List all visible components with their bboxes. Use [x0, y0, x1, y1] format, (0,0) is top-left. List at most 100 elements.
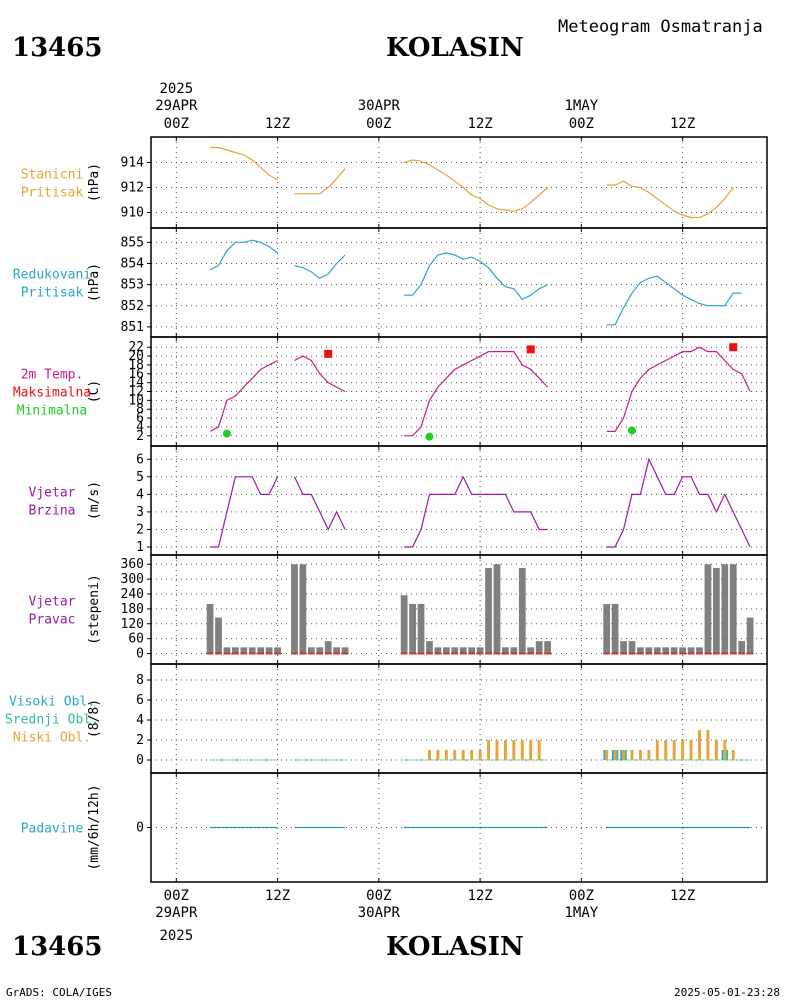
wind-direction-bar: [459, 647, 467, 654]
date-label-top: 29APR: [155, 98, 198, 114]
low-cloud-bar: [613, 750, 617, 760]
year-label-bottom: 2025: [159, 928, 193, 944]
time-tick-label-top: 00Z: [164, 116, 189, 132]
wind-direction-bar: [645, 647, 653, 654]
y-tick-label: 22: [128, 340, 144, 355]
low-cloud-bar: [470, 750, 474, 760]
series-line: [209, 359, 278, 432]
wind-direction-bar: [476, 647, 484, 654]
wind-direction-bar: [637, 647, 644, 654]
y-tick-label: 20: [128, 349, 144, 364]
low-cloud-bar: [520, 740, 524, 760]
low-cloud-bar: [664, 740, 668, 760]
wind-direction-bar: [265, 647, 273, 654]
low-cloud-bar: [672, 740, 676, 760]
wind-direction-bar: [746, 617, 754, 654]
panel-frame: [150, 136, 768, 229]
y-tick-label: 4: [136, 487, 144, 502]
wind-direction-bar: [535, 641, 543, 654]
low-cloud-bar: [655, 740, 659, 760]
time-tick-label-top: 12Z: [467, 116, 492, 132]
low-cloud-bar: [630, 750, 634, 760]
time-tick-label-top: 00Z: [569, 116, 594, 132]
y-axis-label: (C): [87, 380, 102, 403]
wind-direction-bar: [291, 564, 298, 654]
y-tick-label: 2: [136, 429, 144, 444]
series-line: [404, 475, 548, 548]
panel-label: Stanicni: [21, 168, 84, 183]
wind-direction-bar: [493, 564, 501, 654]
tmin-marker: [627, 426, 636, 435]
y-tick-label: 6: [136, 452, 144, 467]
wind-direction-bar: [628, 641, 636, 654]
wind-direction-bar: [232, 647, 239, 654]
wind-direction-bar: [324, 641, 332, 654]
time-tick-label-bottom: 12Z: [670, 888, 695, 904]
wind-direction-bar: [653, 647, 661, 654]
time-tick-label-bottom: 00Z: [366, 888, 391, 904]
panel-reduced_pressure: [147, 227, 768, 338]
station-name-top: KOLASIN: [386, 33, 524, 63]
low-cloud-bar: [681, 740, 685, 760]
low-cloud-bar: [622, 750, 626, 760]
y-tick-label: 851: [121, 320, 144, 335]
low-cloud-bar: [698, 730, 701, 760]
y-axis-label: (m/s): [87, 481, 102, 520]
y-tick-label: 852: [121, 299, 144, 314]
high-cloud-bar: [611, 750, 614, 760]
y-tick-label: 2: [136, 733, 144, 748]
series-line: [404, 159, 548, 212]
low-cloud-bar: [478, 750, 482, 760]
low-cloud-bar: [444, 750, 448, 760]
y-tick-label: 0: [136, 821, 144, 836]
wind-direction-bar: [662, 647, 670, 654]
low-cloud-bar: [427, 750, 431, 760]
y-tick-label: 240: [121, 587, 144, 602]
wind-direction-bar: [257, 647, 265, 654]
high-cloud-bar: [603, 750, 606, 760]
panel-wind_direction: [147, 554, 768, 665]
wind-direction-bar: [248, 647, 256, 654]
wind-direction-bar: [485, 567, 492, 654]
wind-direction-bar: [341, 647, 349, 654]
tmax-marker: [324, 349, 333, 358]
y-tick-label: 8: [136, 673, 144, 688]
wind-direction-bar: [409, 603, 416, 654]
low-cloud-bar: [605, 750, 609, 760]
series-line: [294, 355, 346, 393]
wind-direction-bar: [274, 647, 281, 654]
panel-label: Niski Obl.: [13, 731, 91, 746]
mid-cloud-bar: [616, 750, 619, 760]
wind-direction-bar: [215, 617, 222, 654]
time-tick-label-top: 12Z: [670, 116, 695, 132]
product-title: Meteogram Osmatranja: [558, 17, 763, 37]
date-label-top: 1MAY: [564, 98, 598, 114]
low-cloud-bar: [529, 740, 533, 760]
series-line: [404, 252, 548, 301]
wind-direction-bar: [468, 647, 476, 654]
wind-direction-bar: [544, 641, 551, 654]
y-axis-label: (hPa): [87, 263, 102, 302]
low-cloud-bar: [706, 730, 710, 760]
y-tick-label: 3: [136, 505, 144, 520]
y-tick-label: 4: [136, 420, 144, 435]
wind-direction-bar: [333, 647, 341, 654]
wind-direction-bar: [611, 603, 619, 654]
panel-clouds: [147, 663, 768, 774]
low-cloud-bar: [487, 740, 491, 760]
wind-direction-bar: [620, 641, 627, 654]
panel-label: Vjetar: [29, 595, 76, 610]
y-tick-label: 0: [136, 647, 144, 662]
y-tick-label: 16: [128, 367, 144, 382]
wind-direction-bar: [670, 647, 678, 654]
mid-cloud-bar: [625, 750, 627, 760]
y-tick-label: 855: [121, 235, 144, 250]
panel-precipitation: [147, 772, 768, 883]
date-label-bottom: 30APR: [358, 905, 401, 921]
low-cloud-bar: [647, 750, 651, 760]
wind-direction-bar: [451, 647, 459, 654]
tmax-marker: [729, 343, 738, 352]
series-line: [606, 346, 751, 432]
panel-label: Maksimalna: [13, 386, 91, 401]
